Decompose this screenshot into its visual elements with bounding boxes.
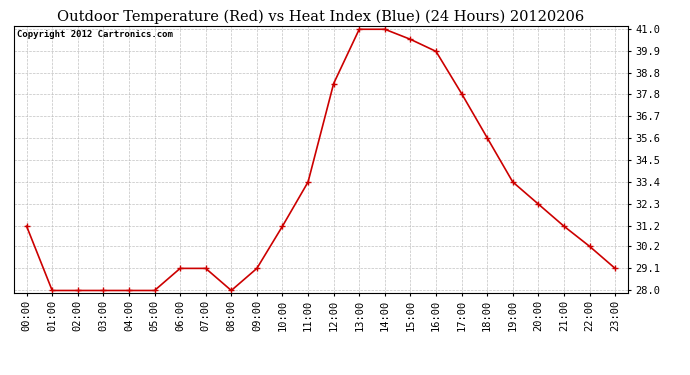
Text: Copyright 2012 Cartronics.com: Copyright 2012 Cartronics.com xyxy=(17,30,172,39)
Title: Outdoor Temperature (Red) vs Heat Index (Blue) (24 Hours) 20120206: Outdoor Temperature (Red) vs Heat Index … xyxy=(57,9,584,24)
